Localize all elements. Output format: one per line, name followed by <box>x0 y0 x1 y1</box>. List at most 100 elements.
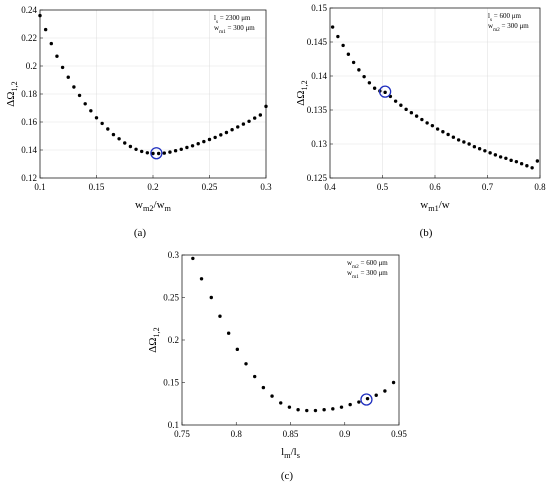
data-point <box>236 125 240 129</box>
data-point <box>441 130 445 134</box>
data-point <box>346 52 351 56</box>
data-point <box>483 149 487 153</box>
y-axis-label-group: ΔΩ1,2 <box>5 81 19 107</box>
data-point <box>357 68 361 72</box>
x-tick-label: 0.2 <box>147 182 158 192</box>
y-tick-label: 0.15 <box>311 3 327 13</box>
data-point <box>145 151 150 155</box>
data-point <box>83 102 87 106</box>
data-point <box>100 121 104 126</box>
y-axis-label-group: ΔΩ1,2 <box>295 80 309 106</box>
data-point <box>123 141 127 145</box>
panel-label: (a) <box>134 227 147 239</box>
data-point <box>456 138 461 142</box>
data-point <box>168 150 172 154</box>
annotation-text: ls = 600 μm <box>488 12 521 23</box>
x-axis-label: wm2/wm <box>135 199 172 213</box>
data-point <box>224 130 229 135</box>
data-point <box>162 151 166 155</box>
data-point <box>399 103 403 107</box>
data-point <box>313 408 318 413</box>
y-tick-label: 0.3 <box>168 250 180 260</box>
y-tick-label: 0.2 <box>168 335 179 345</box>
data-point <box>530 166 534 170</box>
data-point <box>230 128 234 132</box>
optimum-marker <box>378 85 392 98</box>
data-point <box>351 60 356 65</box>
data-point <box>111 132 116 137</box>
data-point <box>409 111 414 115</box>
data-point <box>498 155 503 159</box>
data-point <box>241 122 246 126</box>
data-point <box>446 132 450 137</box>
data-point <box>404 107 408 112</box>
panel-label: (b) <box>420 227 433 239</box>
x-tick-label: 0.5 <box>377 182 389 192</box>
x-tick-label: 0.95 <box>391 429 407 439</box>
x-tick-label: 0.75 <box>174 429 190 439</box>
data-point <box>213 135 217 140</box>
data-point <box>196 142 200 146</box>
x-tick-label: 0.8 <box>231 429 243 439</box>
data-point <box>383 90 387 95</box>
x-tick-label: 0.7 <box>482 182 494 192</box>
y-tick-label: 0.14 <box>21 145 37 155</box>
data-point <box>430 123 435 128</box>
data-point <box>77 93 82 98</box>
data-point <box>425 121 429 125</box>
data-point <box>173 149 178 153</box>
data-point <box>264 104 268 109</box>
chart-panel-c: 0.75 0.8 0.85 0.9 0.95 0.1 0.15 0.2 0.25 0.3 lm/ls… <box>147 250 407 482</box>
data-point <box>367 81 372 85</box>
data-point <box>279 401 283 405</box>
data-point <box>66 75 70 79</box>
data-point <box>393 99 398 103</box>
x-tick-label: 0.3 <box>260 182 272 192</box>
data-point <box>253 116 257 120</box>
data-point <box>362 74 366 79</box>
data-point <box>261 385 266 390</box>
data-point <box>244 362 248 366</box>
y-tick-label: 0.145 <box>307 37 328 47</box>
y-axis-label: ΔΩ1,2 <box>295 80 309 106</box>
y-tick-label: 0.13 <box>311 139 327 149</box>
chart-panel-a: 0.1 0.15 0.2 0.25 0.3 0.12 0.14 0.16 0.18 0.2 0.22… <box>5 5 272 239</box>
annotation-text: wm2 = 300 μm <box>488 22 529 33</box>
data-point <box>504 156 508 160</box>
y-tick-label: 0.2 <box>26 61 37 71</box>
data-point <box>219 133 223 137</box>
y-tick-label: 0.18 <box>21 89 37 99</box>
data-point <box>339 405 344 409</box>
data-point <box>199 277 204 281</box>
data-point <box>451 135 456 139</box>
annotation-text: wm1 = 300 μm <box>347 269 388 280</box>
data-point <box>383 389 387 393</box>
x-tick-label: 0.6 <box>429 182 441 192</box>
data-point <box>117 137 121 141</box>
data-point <box>305 408 309 413</box>
data-point <box>322 408 326 412</box>
data-point <box>49 41 53 46</box>
y-tick-label: 0.125 <box>307 173 328 183</box>
data-point <box>258 113 263 117</box>
data-point <box>179 147 183 151</box>
data-point <box>209 295 213 300</box>
data-point <box>296 408 300 412</box>
data-point <box>202 139 206 144</box>
data-point <box>128 144 133 149</box>
data-point <box>55 54 59 58</box>
x-tick-label: 0.15 <box>89 182 105 192</box>
y-axis-label: ΔΩ1,2 <box>147 327 161 353</box>
data-point <box>519 162 524 166</box>
data-point <box>235 347 240 352</box>
data-point <box>462 140 466 144</box>
x-tick-label: 0.85 <box>283 429 299 439</box>
data-point <box>525 164 529 168</box>
data-point <box>134 147 138 151</box>
data-point <box>43 27 48 32</box>
annotation-text: wm2 = 600 μm <box>347 259 388 270</box>
data-point <box>270 394 274 398</box>
data-point <box>72 85 76 89</box>
data-point <box>391 380 396 385</box>
data-point <box>218 314 222 318</box>
